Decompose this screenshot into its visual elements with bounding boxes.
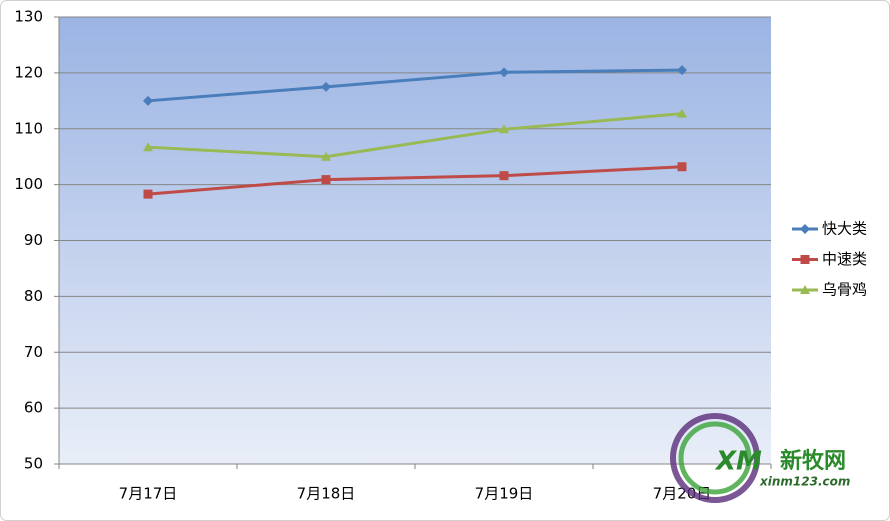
series-line (147, 68, 683, 103)
y-tick-label: 70 (24, 343, 43, 361)
data-point (321, 175, 331, 185)
watermark-name: 新牧网 (780, 448, 846, 474)
legend-label: 乌骨鸡 (822, 281, 867, 299)
data-point (143, 142, 153, 152)
data-point (677, 162, 687, 172)
data-point (499, 67, 509, 78)
y-tick-label: 80 (24, 287, 43, 305)
watermark-ring (678, 421, 752, 495)
series-line (147, 112, 683, 159)
data-point (677, 108, 687, 118)
x-tick-label: 7月17日 (119, 485, 178, 503)
watermark-ring (670, 413, 760, 503)
data-point (499, 124, 509, 134)
legend-marker (800, 224, 810, 234)
legend-label: 快大类 (822, 220, 867, 238)
watermark-url: xinm123.com (759, 475, 850, 489)
data-point (321, 81, 331, 92)
watermark-logo: XM (714, 447, 762, 477)
y-tick-label: 130 (14, 8, 43, 26)
y-tick-label: 100 (14, 175, 43, 193)
y-tick-label: 110 (14, 119, 43, 137)
legend-marker (800, 285, 810, 294)
y-tick-label: 120 (14, 63, 43, 81)
y-tick-label: 50 (24, 455, 43, 473)
data-point (499, 171, 509, 181)
data-point (143, 189, 153, 199)
legend-label: 中速类 (822, 250, 867, 268)
y-tick-label: 60 (24, 399, 43, 417)
data-point (321, 151, 331, 161)
y-tick-label: 90 (24, 231, 43, 249)
data-point (143, 95, 153, 106)
x-tick-label: 7月18日 (297, 485, 356, 503)
legend-marker (800, 255, 810, 264)
x-tick-label: 7月19日 (475, 485, 534, 503)
data-point (677, 65, 687, 76)
series-line (147, 165, 683, 196)
watermark: XM 新牧网 xinm123.com (670, 413, 850, 503)
